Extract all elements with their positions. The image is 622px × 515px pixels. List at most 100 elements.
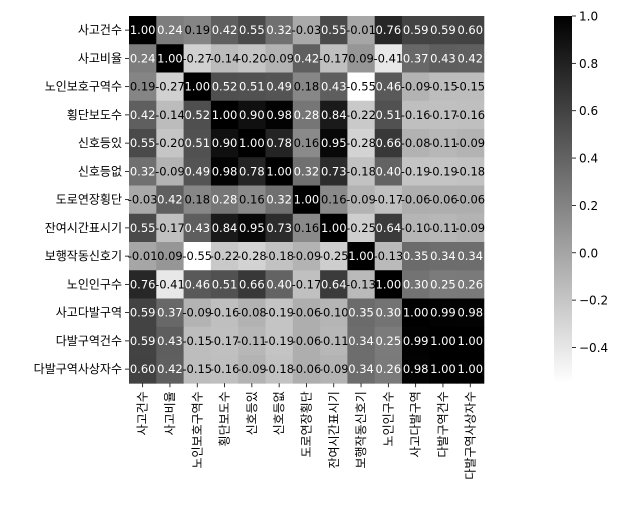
cell-value-label: -0.15	[455, 80, 485, 94]
cell-value-label: -0.13	[373, 249, 403, 263]
cell-value-label: 0.60	[130, 362, 156, 376]
heatmap-cell	[156, 129, 184, 158]
colorbar-tick-label: 0.0	[579, 246, 598, 260]
cell-value-label: -0.09	[292, 249, 322, 263]
heatmap-cell	[374, 129, 403, 158]
cell-value-label: 0.19	[184, 23, 210, 37]
heatmap-cell	[374, 72, 403, 102]
heatmap-cell	[402, 326, 430, 356]
colorbar-tick-label: 0.8	[579, 57, 598, 71]
heatmap-cell	[238, 298, 266, 328]
heatmap-cell	[347, 298, 376, 328]
cell-value-label: -0.22	[346, 108, 376, 122]
cell-value-label: 1.00	[457, 334, 483, 348]
cell-value-label: 0.28	[212, 193, 238, 207]
cell-value-label: -0.15	[428, 80, 458, 94]
cell-value-label: 1.00	[157, 51, 183, 65]
y-tick-label: 다발구역사상자수	[34, 362, 122, 376]
cell-value-label: 1.00	[212, 108, 238, 122]
cell-value-label: 0.43	[157, 334, 183, 348]
cell-value-label: -0.13	[346, 277, 376, 291]
cell-value-label: 0.52	[184, 108, 210, 122]
cell-value-label: 1.00	[184, 80, 210, 94]
cell-value-label: 0.34	[348, 362, 374, 376]
cell-value-label: 0.16	[294, 221, 320, 235]
cell-value-label: -0.17	[373, 193, 403, 207]
heatmap-cell	[374, 157, 403, 186]
heatmap-cell	[210, 326, 239, 356]
heatmap-cell	[156, 298, 184, 328]
heatmap-cell	[402, 16, 430, 45]
cell-value-label: 0.25	[376, 334, 402, 348]
cell-value-label: 0.46	[376, 80, 402, 94]
cell-value-label: 0.64	[376, 221, 402, 235]
heatmap-cell	[265, 100, 294, 130]
cell-value-label: 0.99	[403, 334, 429, 348]
heatmap-cell	[265, 44, 294, 73]
heatmap-cell	[238, 213, 266, 243]
heatmap-cell	[156, 242, 184, 271]
heatmap-cell	[320, 129, 348, 158]
heatmap-cell	[320, 242, 348, 271]
heatmap-cell	[292, 16, 321, 45]
cell-value-label: -0.27	[155, 80, 185, 94]
cell-value-label: 0.32	[130, 164, 156, 178]
cell-value-label: 0.59	[403, 23, 429, 37]
heatmap-cell	[292, 72, 321, 102]
cell-value-label: 0.35	[403, 249, 429, 263]
heatmap-cell	[429, 270, 457, 299]
cell-value-label: 0.42	[294, 51, 320, 65]
cell-value-label: -0.17	[428, 108, 458, 122]
cell-value-label: 0.42	[157, 362, 183, 376]
cell-value-label: 0.18	[294, 80, 320, 94]
heatmap-cell	[456, 326, 485, 356]
cell-value-label: 0.76	[130, 277, 156, 291]
colorbar-ticks: 1.0 0.8 0.6 0.4 0.2 0.0 −0.2 −0.4	[572, 10, 608, 355]
heatmap-cell	[156, 157, 184, 186]
heatmap-cell	[129, 298, 157, 328]
heatmap-cell	[320, 355, 348, 384]
heatmap-cell	[265, 326, 294, 356]
heatmap-cell	[210, 355, 239, 384]
heatmap-cell	[402, 242, 430, 271]
heatmap-cell	[402, 213, 430, 243]
heatmap-cell	[456, 298, 485, 328]
heatmap-cell	[402, 157, 430, 186]
cell-value-label: -0.09	[401, 80, 431, 94]
cell-value-label: -0.09	[455, 136, 485, 150]
heatmap-cell	[292, 100, 321, 130]
cell-value-label: 0.37	[157, 306, 183, 320]
cell-value-label: -0.01	[346, 23, 376, 37]
y-tick-label: 도로연장횡단	[56, 193, 122, 207]
cell-value-label: 0.51	[239, 80, 265, 94]
heatmap-cell	[183, 72, 212, 102]
heatmap-cell	[347, 100, 376, 130]
heatmap-cell	[292, 157, 321, 186]
heatmap-cell	[238, 270, 266, 299]
x-tick-label: 도로연장횡단	[299, 391, 313, 457]
x-tick-label: 보행작동신호기	[353, 391, 368, 468]
cell-value-label: 0.37	[403, 51, 429, 65]
heatmap-cell	[238, 355, 266, 384]
heatmap-cell	[265, 72, 294, 102]
heatmap-cell	[129, 129, 157, 158]
heatmap-cell	[238, 100, 266, 130]
cell-value-label: 0.40	[266, 277, 292, 291]
cell-value-label: -0.11	[319, 334, 349, 348]
heatmap-cell	[456, 213, 485, 243]
heatmap-cell	[129, 16, 157, 45]
cell-value-label: -0.03	[292, 23, 322, 37]
heatmap-cell	[156, 44, 184, 73]
x-axis-labels: 사고건수 사고비율 노인보호구역수 횡단보도수 신호등있 신호등없 도로연장횡단 잔여시간표시…	[136, 383, 477, 480]
x-tick-label: 신호등없	[272, 391, 286, 435]
heatmap-cell	[456, 355, 485, 384]
heatmap-cell	[347, 326, 376, 356]
cell-value-label: 0.34	[348, 334, 374, 348]
heatmap-cell	[374, 355, 403, 384]
heatmap-cell	[320, 326, 348, 356]
cell-value-label: -0.10	[401, 221, 431, 235]
cell-value-label: -0.09	[155, 164, 185, 178]
heatmap-cell	[347, 44, 376, 73]
heatmap-cell	[347, 157, 376, 186]
heatmap-cell	[320, 157, 348, 186]
